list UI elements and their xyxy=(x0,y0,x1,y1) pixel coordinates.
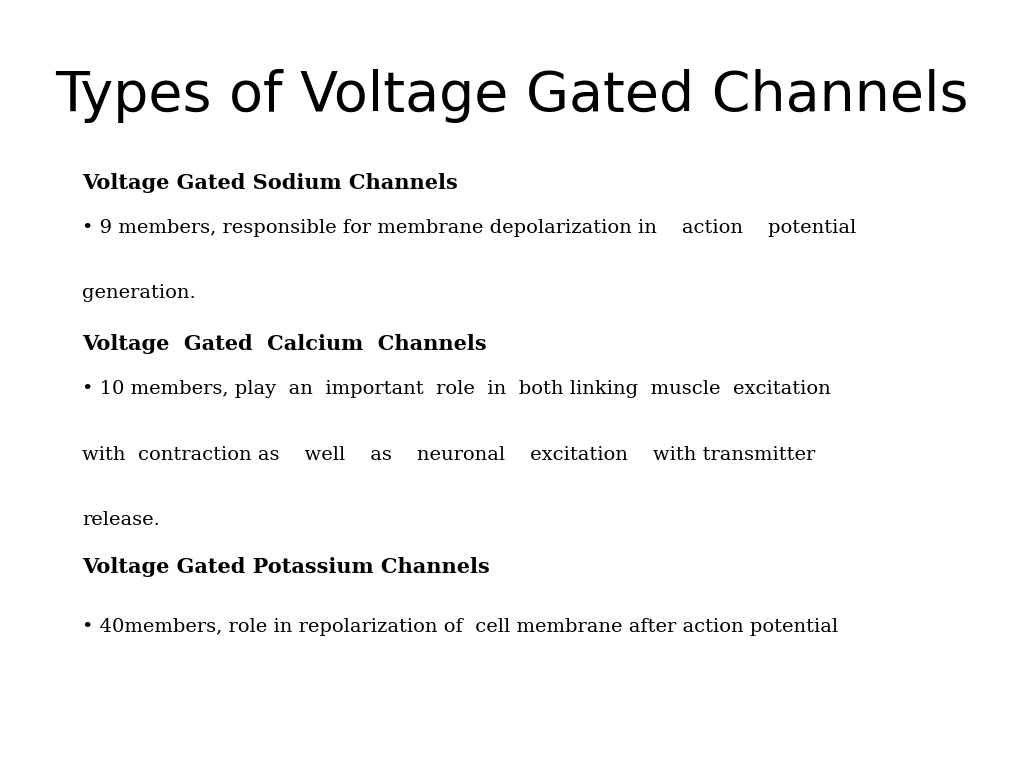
Text: Voltage  Gated  Calcium  Channels: Voltage Gated Calcium Channels xyxy=(82,334,486,354)
Text: • 40members, role in repolarization of  cell membrane after action potential: • 40members, role in repolarization of c… xyxy=(82,618,838,636)
Text: release.: release. xyxy=(82,511,160,529)
Text: • 10 members, play  an  important  role  in  both linking  muscle  excitation: • 10 members, play an important role in … xyxy=(82,380,830,398)
Text: Voltage Gated Potassium Channels: Voltage Gated Potassium Channels xyxy=(82,557,489,577)
Text: Voltage Gated Sodium Channels: Voltage Gated Sodium Channels xyxy=(82,173,458,193)
Text: Types of Voltage Gated Channels: Types of Voltage Gated Channels xyxy=(55,69,969,123)
Text: generation.: generation. xyxy=(82,284,196,303)
Text: with  contraction as    well    as    neuronal    excitation    with transmitter: with contraction as well as neuronal exc… xyxy=(82,445,815,464)
Text: • 9 members, responsible for membrane depolarization in    action    potential: • 9 members, responsible for membrane de… xyxy=(82,219,856,237)
